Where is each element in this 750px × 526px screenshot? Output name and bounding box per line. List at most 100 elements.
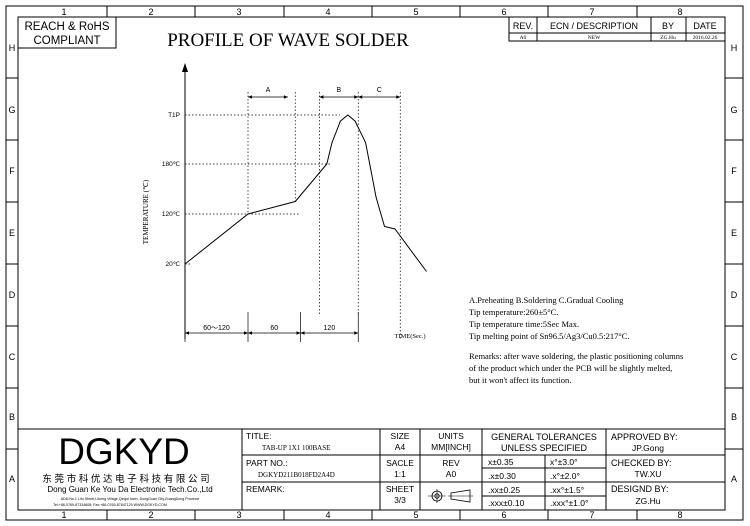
temperature-tick-label: T1P [168, 112, 180, 119]
zone-col-3-bottom: 3 [236, 510, 241, 520]
drawing-title: PROFILE OF WAVE SOLDER [167, 30, 409, 51]
company-name-cn: 东 莞 市 科 优 达 电 子 科 技 有 限 公 司 [42, 473, 209, 485]
duration-cool-dimension: 120 [300, 325, 359, 335]
zone-col-6: 6 [501, 7, 506, 17]
remarks-line-3: but it won't affect its function. [469, 375, 571, 385]
temperature-tick-label: 120℃ [162, 211, 181, 218]
phase-a-dimension: A [248, 87, 288, 99]
checked-value: TW.XU [635, 469, 662, 479]
duration-soak-dimension-label: 60 [270, 325, 278, 332]
outer-frame [5, 5, 744, 521]
temperature-gridlines [185, 114, 340, 265]
zone-col-3: 3 [236, 7, 241, 17]
row-zones-right: H G F E D C B A [725, 43, 743, 484]
size-label: SIZE [391, 431, 410, 441]
tolerance-angular-3: .xxx°±1.0° [550, 498, 588, 508]
zone-row-e: E [9, 228, 15, 238]
time-dimensions: 60～120 60 120 [185, 325, 359, 335]
zone-col-6-bottom: 6 [501, 510, 506, 520]
duration-cool-dimension-label: 120 [324, 325, 336, 332]
temperature-tick-labels: T1P 180℃ 120℃ 20℃ [162, 112, 181, 268]
zone-col-2-bottom: 2 [148, 510, 153, 520]
duration-preheat-dimension-label: 60～120 [203, 325, 230, 332]
company-name-en: Dong Guan Ke You Da Electronic Tech.Co.,… [47, 485, 212, 494]
phase-b-dimension: B [319, 87, 359, 99]
column-zones-top: 1 2 3 4 5 6 7 8 [61, 6, 683, 17]
ecn-value: NEW [588, 35, 601, 41]
by-header: BY [662, 21, 674, 31]
date-header: DATE [693, 21, 716, 31]
note-tip-time: Tip temperature time:5Sec Max. [469, 319, 579, 329]
units-label: UNITS [438, 431, 464, 441]
zone-col-4-bottom: 4 [325, 510, 330, 520]
zone-row-a-right: A [731, 474, 737, 484]
zone-row-b-right: B [731, 412, 737, 422]
size-value: A4 [395, 442, 406, 452]
tolerance-linear-3: .xxx±0.10 [488, 498, 525, 508]
zone-row-e-right: E [731, 228, 737, 238]
zone-row-f: F [9, 166, 15, 176]
zone-row-c-right: C [731, 352, 738, 362]
title-label: TITLE: [246, 431, 272, 441]
revision-table: REV. ECN / DESCRIPTION BY DATE A0 NEW ZG… [508, 16, 726, 42]
title-block: DGKYD 东 莞 市 科 优 达 电 子 科 技 有 限 公 司 Dong G… [17, 428, 726, 511]
scale-label: SACLE [386, 458, 414, 468]
zone-row-a: A [9, 474, 15, 484]
rev-label: REV [442, 458, 460, 468]
phase-guide-lines [184, 92, 401, 342]
projection-symbol-icon [428, 489, 473, 503]
temperature-tick-label: 20℃ [165, 261, 180, 268]
phase-legend: A.Preheating B.Soldering C.Gradual Cooli… [469, 295, 624, 305]
remarks-line-2: of the product which under the PCB will … [469, 363, 672, 373]
by-value: ZG.Hu [660, 35, 676, 41]
part-number-value: DGKYD211B018FD2A4D [258, 471, 335, 479]
part-number-label: PART NO.: [246, 458, 288, 468]
zone-col-7-bottom: 7 [589, 510, 594, 520]
zone-row-b: B [9, 412, 15, 422]
duration-soak-dimension: 60 [248, 325, 301, 335]
row-zones-left: H G F E D C B A [6, 43, 18, 484]
zone-col-5: 5 [413, 7, 418, 17]
zone-row-d: D [9, 290, 16, 300]
zone-col-7: 7 [589, 7, 594, 17]
notes: A.Preheating B.Soldering C.Gradual Cooli… [469, 295, 683, 385]
tolerance-angular-1: .x°±2.0° [550, 471, 580, 481]
sheet-label: SHEET [386, 484, 414, 494]
rev-header: REV. [513, 21, 533, 31]
compliance-line-2: COMPLIANT [33, 35, 100, 47]
y-axis-arrow-icon [182, 63, 188, 72]
temperature-tick-label: 180℃ [162, 161, 181, 168]
zone-row-d-right: D [731, 290, 738, 300]
tolerance-header-1: GENERAL TOLERANCES [491, 432, 597, 442]
phase-a-dimension-label: A [266, 87, 271, 94]
tolerance-linear-2: .xx±0.25 [488, 485, 520, 495]
duration-preheat-dimension: 60～120 [185, 325, 248, 335]
x-axis-label: TIME(Sec.) [394, 333, 425, 340]
tolerance-header-2: UNLESS SPECIFIED [501, 443, 588, 453]
tolerance-angular-0: x°±3.0° [550, 457, 578, 467]
y-axis-label: TEMPERATURE (℃) [142, 179, 150, 244]
zone-col-8-bottom: 8 [677, 510, 682, 520]
note-melting-point: Tip melting point of Sn96.5/Ag3/Cu0.5:21… [469, 331, 630, 341]
tolerance-linear-0: x±0.35 [488, 457, 514, 467]
zone-col-8: 8 [677, 7, 682, 17]
company-contact: Tel:+86-0769-87334608; Fax:+86-0769-8784… [53, 503, 167, 507]
company-logo: DGKYD [58, 431, 190, 472]
zone-col-4: 4 [325, 7, 330, 17]
zone-col-2: 2 [148, 7, 153, 17]
remarks-line-1: Remarks: after wave soldering, the plast… [469, 351, 683, 361]
compliance-line-1: REACH & RoHS [25, 21, 110, 33]
phase-c-dimension-label: C [377, 87, 382, 94]
zone-col-1-bottom: 1 [61, 510, 66, 520]
sheet-value: 3/3 [394, 495, 406, 505]
approved-label: APPROVED BY: [611, 432, 678, 442]
temperature-curve [184, 114, 427, 272]
date-value: 2016.02.26 [693, 35, 718, 41]
wave-solder-profile-chart: T1P 180℃ 120℃ 20℃ TEMPERATURE (℃) A B C 60～12… [142, 63, 427, 342]
zone-col-5-bottom: 5 [413, 510, 418, 520]
phase-c-dimension: C [358, 87, 401, 99]
zone-row-c: C [9, 352, 16, 362]
column-zones-bottom: 1 2 3 4 5 6 7 8 [61, 510, 683, 520]
company-address: ADD:No.1 Lifu Street,Liheng Village,Qing… [61, 497, 200, 501]
